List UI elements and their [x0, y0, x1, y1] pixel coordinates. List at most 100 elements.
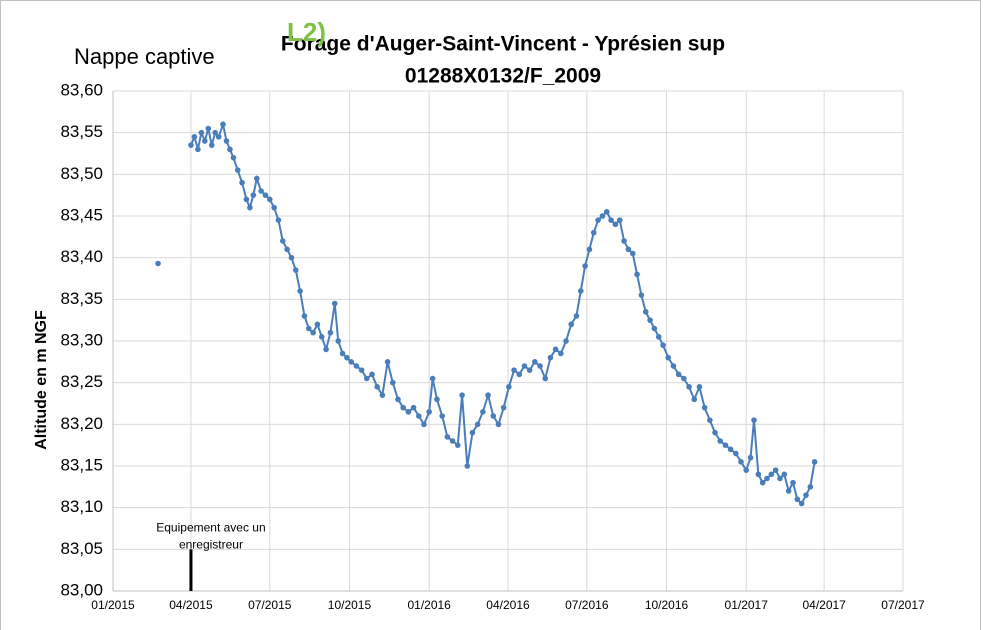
data-point — [516, 371, 523, 378]
data-point — [258, 188, 264, 194]
data-point — [288, 254, 295, 261]
y-tick-label: 83,50 — [60, 164, 103, 183]
data-point — [701, 404, 708, 411]
data-point — [454, 442, 461, 448]
x-tick-label: 01/2017 — [725, 598, 769, 612]
data-point — [781, 471, 788, 478]
data-point — [642, 309, 649, 315]
data-point — [599, 213, 606, 219]
data-point — [275, 217, 282, 223]
data-point — [691, 396, 698, 403]
data-point — [400, 404, 406, 411]
data-point — [717, 438, 724, 444]
data-point — [191, 134, 198, 140]
data-point — [223, 138, 230, 144]
data-point — [305, 325, 312, 332]
data-point — [747, 454, 754, 461]
x-tick-label: 04/2015 — [169, 598, 213, 612]
data-point — [410, 404, 417, 411]
data-point — [314, 321, 321, 328]
data-point — [625, 246, 632, 253]
x-tick-label: 07/2017 — [881, 598, 925, 612]
data-point — [297, 288, 303, 294]
data-point — [331, 300, 338, 307]
data-point — [586, 246, 593, 253]
data-point — [234, 167, 241, 173]
annotation-line: Equipement avec un — [156, 521, 265, 535]
data-point — [638, 292, 645, 298]
data-point — [722, 442, 729, 448]
data-point — [634, 271, 640, 278]
data-point — [670, 363, 677, 369]
data-point — [439, 413, 445, 419]
data-point — [379, 392, 386, 398]
data-point — [563, 338, 569, 344]
data-point — [552, 346, 559, 353]
data-point — [537, 363, 543, 369]
data-point — [459, 392, 465, 398]
data-point — [603, 209, 610, 215]
data-point — [647, 317, 653, 323]
data-point — [590, 229, 597, 236]
data-point — [421, 421, 427, 428]
data-point — [803, 492, 809, 498]
data-point — [686, 384, 692, 390]
badge: L2) — [287, 17, 326, 47]
data-point — [495, 421, 502, 428]
data-point — [798, 500, 805, 507]
x-tick-label: 07/2015 — [248, 598, 292, 612]
data-point — [395, 396, 401, 403]
data-point — [205, 125, 212, 132]
data-point — [429, 375, 436, 382]
data-point — [415, 413, 422, 419]
data-point — [616, 217, 623, 223]
data-point — [651, 325, 658, 332]
data-point — [208, 142, 215, 148]
data-point — [449, 438, 456, 444]
y-tick-label: 83,55 — [60, 122, 103, 141]
data-point — [568, 321, 575, 328]
data-point — [612, 221, 619, 228]
data-point — [262, 192, 269, 198]
data-point — [364, 375, 370, 382]
data-point — [227, 146, 233, 153]
data-point — [215, 134, 222, 140]
annotation-line: enregistreur — [179, 538, 243, 552]
data-point — [582, 263, 588, 269]
data-point — [764, 475, 770, 482]
data-point — [511, 367, 517, 373]
data-point — [389, 379, 396, 386]
data-point — [279, 238, 286, 244]
y-tick-label: 83,15 — [60, 455, 103, 474]
data-point — [444, 434, 451, 440]
data-point — [198, 129, 205, 136]
data-point — [811, 459, 818, 465]
data-point — [239, 179, 245, 186]
data-point — [772, 467, 779, 473]
data-point — [759, 479, 766, 486]
data-point — [358, 367, 365, 373]
data-point — [681, 375, 687, 382]
data-point — [434, 396, 440, 403]
data-point — [490, 413, 497, 419]
data-point — [506, 384, 512, 390]
data-point — [348, 359, 355, 365]
data-point — [247, 204, 253, 211]
y-tick-label: 83,30 — [60, 330, 103, 349]
y-tick-label: 83,40 — [60, 247, 103, 266]
data-point — [777, 475, 783, 482]
data-point — [318, 334, 325, 340]
data-point — [532, 359, 538, 365]
y-tick-label: 83,25 — [60, 372, 103, 391]
data-point — [464, 463, 471, 469]
y-tick-label: 83,35 — [60, 289, 103, 308]
data-point — [577, 288, 584, 294]
data-point — [547, 354, 554, 361]
y-tick-label: 83,10 — [60, 497, 103, 516]
data-point — [733, 450, 739, 457]
data-point — [212, 129, 219, 136]
data-point — [768, 471, 775, 478]
data-point — [405, 409, 412, 415]
data-point — [480, 409, 486, 415]
